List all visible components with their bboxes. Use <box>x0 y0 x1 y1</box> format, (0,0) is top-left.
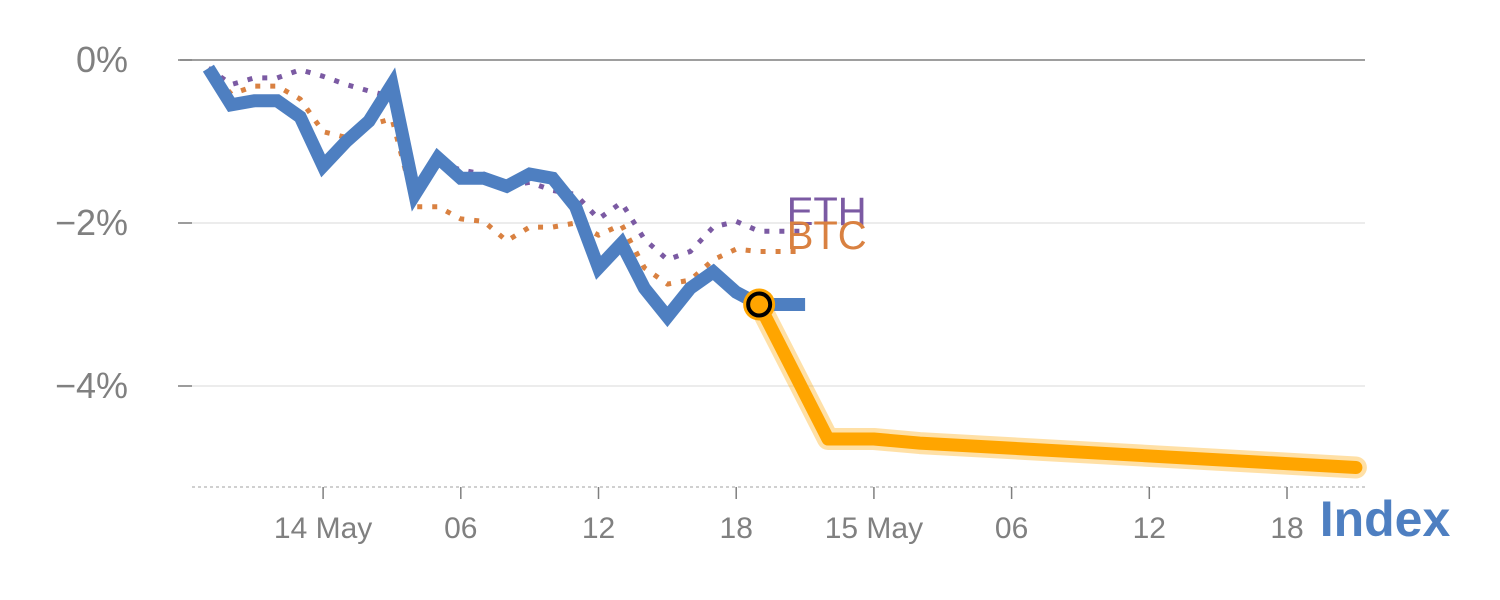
handoff-marker <box>746 291 773 318</box>
x-tick-label-3: 18 <box>720 512 753 545</box>
x-tick-label-4: 15 May <box>825 512 923 545</box>
index-line <box>202 64 806 328</box>
index-label: Index <box>1320 491 1451 547</box>
x-tick-label-5: 06 <box>995 512 1028 545</box>
y-axis: 0% −2% −4% <box>55 39 192 406</box>
gridlines <box>180 59 1365 387</box>
series-label-eth: ETH <box>787 190 867 234</box>
y-tick-label-0: 0% <box>76 39 128 80</box>
series-lines <box>202 64 1367 479</box>
series-label-btc: BTC <box>787 214 867 258</box>
btc-line <box>206 66 806 287</box>
x-tick-label-2: 12 <box>582 512 615 545</box>
x-tick-label-7: 18 <box>1270 512 1303 545</box>
y-tick-label-1: −2% <box>55 202 128 243</box>
eth-line <box>206 66 806 263</box>
forecast-line <box>752 298 1363 474</box>
x-tick-label-6: 12 <box>1133 512 1166 545</box>
x-tick-label-0: 14 May <box>274 512 372 545</box>
y-tick-label-2: −4% <box>55 365 128 406</box>
x-tick-label-1: 06 <box>444 512 477 545</box>
x-axis: 14 May 06 12 18 15 May 06 12 18 <box>192 486 1365 545</box>
